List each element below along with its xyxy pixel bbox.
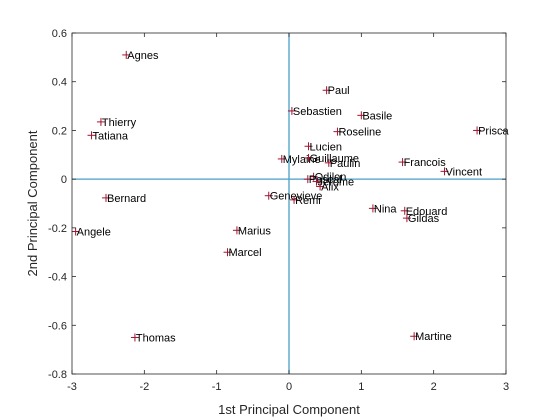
data-point: Thierry [96,117,137,129]
data-point: Francois [398,157,447,169]
point-label: Mylaine [283,154,321,166]
data-point: Paul [322,85,350,97]
point-label: Paul [328,85,350,97]
data-point: Basile [357,110,392,122]
data-point: Vincent [440,166,483,178]
point-label: Gildas [408,213,440,225]
x-tick-label: 3 [503,381,509,393]
data-point: Guillaume [304,153,360,165]
point-label: Angele [77,227,111,239]
data-point: Gildas [402,213,440,225]
data-point: Bernard [101,193,146,205]
point-label: Roseline [338,127,381,139]
point-label: Vincent [446,166,483,178]
point-label: Thomas [136,332,176,344]
data-point: Prisca [473,125,510,137]
point-label: Genevieve [270,191,323,203]
x-tick-label: 2 [431,381,437,393]
y-tick-label: -0.8 [48,369,67,381]
x-tick-label: -2 [139,381,149,393]
data-point: Nina [368,203,398,215]
point-label: Lucien [310,141,342,153]
point-label: Tatiana [93,130,129,142]
point-label: Marcel [229,247,262,259]
data-point: Roseline [333,127,381,139]
x-tick-label: -3 [67,381,77,393]
point-label: Alix [321,181,339,193]
data-point: Tatiana [87,130,129,142]
point-label: Bernard [107,193,146,205]
point-label: Nina [374,203,398,215]
point-label: Sebastien [293,106,342,118]
x-tick-label: 0 [286,381,292,393]
point-label: Thierry [102,117,137,129]
data-point: Agnes [122,50,159,62]
y-tick-label: -0.6 [48,320,67,332]
data-point: Paulin [324,158,361,170]
point-label: Francois [404,157,447,169]
data-point: Edouard [400,206,448,218]
point-label: Agnes [127,50,159,62]
data-point: Lucien [304,141,342,153]
y-tick-label: -0.4 [48,272,67,284]
data-point: Pascal [303,174,342,186]
y-tick-label: 0.2 [52,125,67,137]
point-label: Remi [295,195,321,207]
data-point: Genevieve [264,191,323,203]
data-point: Marcel [223,247,262,259]
point-label: Basile [362,110,392,122]
data-point: Marius [232,225,272,237]
x-tick-label: 1 [358,381,364,393]
data-point: Sebastien [287,106,342,118]
point-label: Edouard [406,206,448,218]
point-label: Paulin [330,158,361,170]
point-label: Jerome [317,177,354,189]
y-tick-label: 0.4 [52,77,67,89]
x-axis-title: 1st Principal Component [218,402,360,417]
point-label: Odilon [315,172,347,184]
data-point: Remi [290,195,321,207]
data-point: Thomas [130,332,176,344]
data-point: Angele [71,227,111,239]
point-label: Marius [238,225,272,237]
y-axis-title: 2nd Principal Component [25,130,40,276]
data-point: Alix [316,181,339,193]
data-point: Odilon [309,172,347,184]
point-label: Guillaume [310,153,360,165]
point-label: Martine [415,331,452,343]
y-tick-label: 0 [61,174,67,186]
x-tick-label: -1 [212,381,222,393]
point-label: Pascal [309,174,342,186]
data-point: Mylaine [277,154,321,166]
data-point: Martine [410,331,452,343]
y-tick-label: -0.2 [48,223,67,235]
data-point: Jerome [312,177,354,189]
y-tick-label: 0.6 [52,28,67,40]
point-label: Prisca [478,125,509,137]
